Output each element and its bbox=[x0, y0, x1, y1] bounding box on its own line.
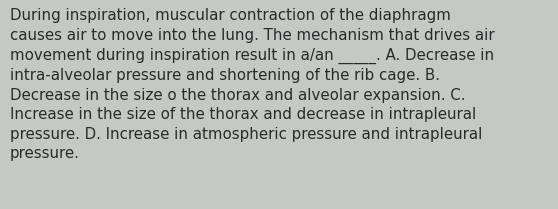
Text: During inspiration, muscular contraction of the diaphragm
causes air to move int: During inspiration, muscular contraction… bbox=[10, 8, 495, 162]
